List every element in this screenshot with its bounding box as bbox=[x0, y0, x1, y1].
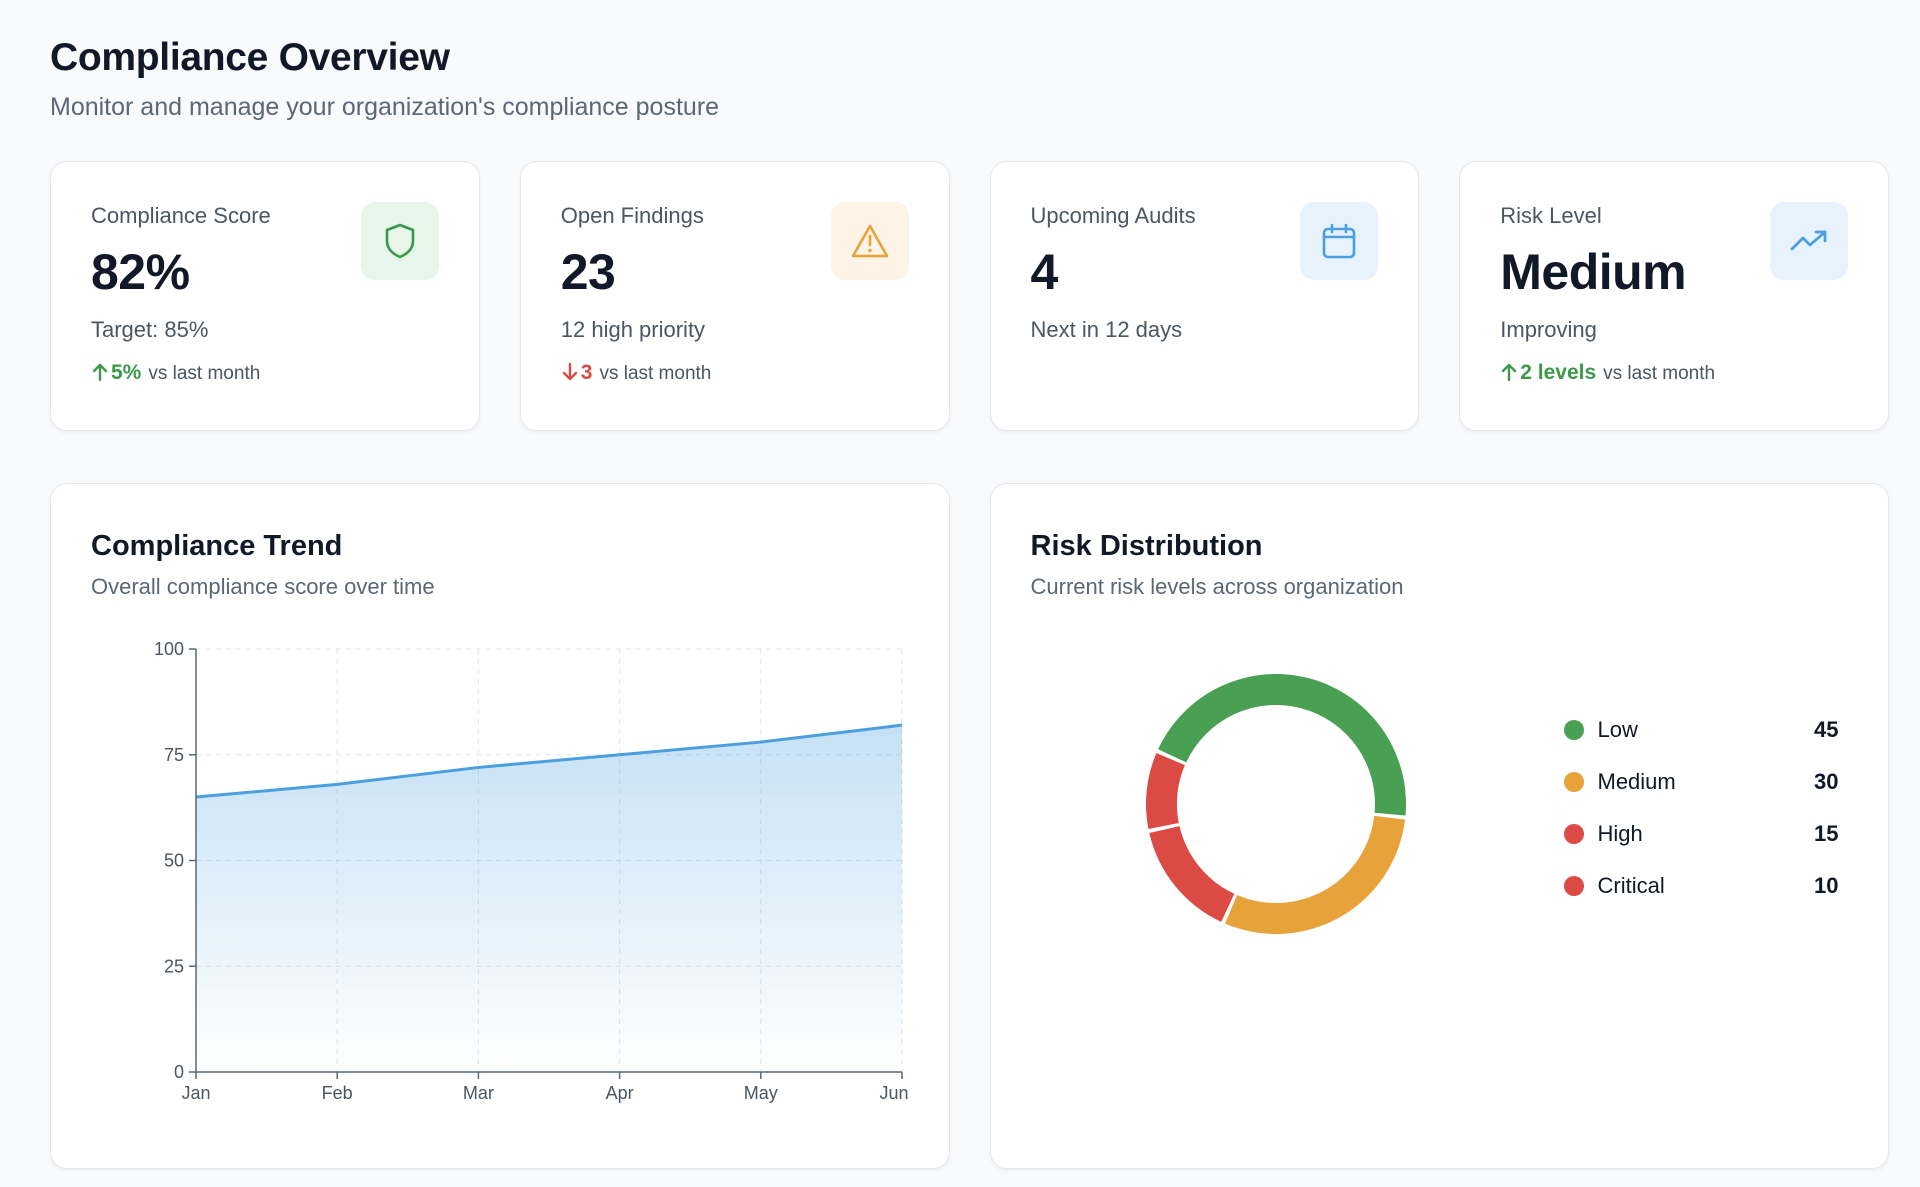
trending-up-icon bbox=[1770, 202, 1848, 280]
stat-sub: Improving bbox=[1500, 317, 1597, 342]
stat-value: 23 bbox=[560, 244, 616, 300]
page-title: Compliance Overview bbox=[50, 36, 450, 79]
delta-up: 5% bbox=[91, 360, 141, 386]
stat-sub: 12 high priority bbox=[560, 317, 706, 342]
stat-label: Open Findings bbox=[560, 203, 704, 228]
x-tick-label: Mar bbox=[463, 1083, 494, 1103]
delta-up: 2 levels bbox=[1500, 360, 1596, 386]
stat-delta: 5% vs last month bbox=[91, 360, 439, 387]
legend-value: 30 bbox=[1814, 769, 1839, 794]
legend-dot bbox=[1563, 720, 1584, 740]
y-tick-label: 75 bbox=[164, 745, 184, 765]
legend-item-critical: Critical 10 bbox=[1563, 860, 1839, 912]
x-tick-label: Feb bbox=[322, 1083, 353, 1103]
y-tick-label: 25 bbox=[164, 956, 184, 976]
delta-suffix: vs last month bbox=[599, 363, 712, 384]
risk-donut-chart bbox=[1145, 674, 1406, 934]
panel-subtitle: Overall compliance score over time bbox=[91, 574, 435, 599]
compliance-trend-chart: 0 25 50 75 100 Jan Feb Mar Apr May Jun bbox=[154, 639, 909, 1103]
arrow-down-icon bbox=[561, 360, 581, 386]
arrow-up-icon bbox=[91, 360, 111, 386]
risk-distribution-panel: Risk Distribution Current risk levels ac… bbox=[989, 483, 1889, 1169]
x-tick-label: Jun bbox=[879, 1083, 908, 1103]
legend-dot bbox=[1563, 824, 1584, 844]
page-subtitle: Monitor and manage your organization's c… bbox=[50, 93, 720, 121]
risk-legend: Low 45 Medium 30 High 15 Critical 10 bbox=[1563, 704, 1839, 912]
trend-area bbox=[196, 725, 902, 1072]
stat-cards: Compliance Score 82% Target: 85% 5% vs l… bbox=[50, 161, 1889, 431]
shield-icon bbox=[360, 202, 439, 280]
stat-label: Compliance Score bbox=[91, 203, 271, 228]
risk-level-card[interactable]: Risk Level Medium Improving 2 levels vs … bbox=[1459, 161, 1889, 431]
legend-dot bbox=[1563, 876, 1584, 896]
stat-value: 4 bbox=[1030, 244, 1059, 300]
legend-value: 10 bbox=[1814, 873, 1839, 898]
legend-label: Low bbox=[1597, 717, 1638, 742]
legend-label: Critical bbox=[1597, 873, 1665, 898]
donut-slice-medium bbox=[1224, 815, 1405, 934]
delta-value: 2 levels bbox=[1520, 361, 1597, 384]
delta-suffix: vs last month bbox=[148, 363, 261, 384]
trend-line bbox=[195, 723, 903, 799]
legend-item-high: High 15 bbox=[1563, 808, 1839, 860]
stat-sub: Target: 85% bbox=[91, 317, 209, 342]
chart-panels: Compliance Trend Overall compliance scor… bbox=[50, 483, 1889, 1169]
legend-label: High bbox=[1597, 821, 1643, 846]
legend-item-low: Low 45 bbox=[1563, 704, 1839, 756]
stat-delta: 2 levels vs last month bbox=[1500, 360, 1848, 387]
delta-value: 5% bbox=[111, 361, 142, 384]
calendar-icon bbox=[1300, 202, 1379, 280]
y-tick-label: 0 bbox=[174, 1062, 184, 1082]
stat-value: 82% bbox=[91, 244, 190, 300]
legend-value: 15 bbox=[1814, 821, 1839, 846]
arrow-up-icon bbox=[1500, 360, 1520, 386]
delta-value: 3 bbox=[580, 361, 593, 384]
warning-triangle-icon bbox=[830, 202, 909, 280]
donut-slice-low bbox=[1157, 674, 1406, 816]
open-findings-card[interactable]: Open Findings 23 12 high priority 3 vs l… bbox=[519, 161, 950, 431]
compliance-trend-panel: Compliance Trend Overall compliance scor… bbox=[50, 483, 950, 1169]
compliance-score-card[interactable]: Compliance Score 82% Target: 85% 5% vs l… bbox=[50, 161, 480, 431]
legend-value: 45 bbox=[1814, 717, 1839, 742]
panel-title: Compliance Trend bbox=[91, 530, 343, 562]
legend-label: Medium bbox=[1597, 769, 1676, 794]
stat-value: Medium bbox=[1500, 244, 1687, 300]
delta-suffix: vs last month bbox=[1603, 363, 1716, 384]
delta-down: 3 bbox=[561, 360, 593, 386]
panel-subtitle: Current risk levels across organization bbox=[1030, 574, 1404, 599]
x-tick-label: Apr bbox=[606, 1083, 634, 1103]
y-tick-label: 100 bbox=[154, 639, 184, 659]
panel-title: Risk Distribution bbox=[1030, 530, 1263, 562]
donut-slice-high bbox=[1148, 826, 1234, 922]
legend-item-medium: Medium 30 bbox=[1563, 756, 1839, 808]
stat-label: Risk Level bbox=[1500, 203, 1602, 228]
stat-label: Upcoming Audits bbox=[1030, 203, 1196, 228]
donut-slice-critical bbox=[1145, 752, 1185, 830]
y-tick-label: 50 bbox=[164, 851, 184, 871]
x-tick-label: May bbox=[744, 1083, 778, 1103]
stat-delta: 3 vs last month bbox=[561, 360, 909, 387]
upcoming-audits-card[interactable]: Upcoming Audits 4 Next in 12 days bbox=[989, 161, 1420, 431]
legend-dot bbox=[1563, 772, 1584, 792]
x-tick-label: Jan bbox=[181, 1083, 210, 1103]
stat-sub: Next in 12 days bbox=[1030, 317, 1183, 342]
